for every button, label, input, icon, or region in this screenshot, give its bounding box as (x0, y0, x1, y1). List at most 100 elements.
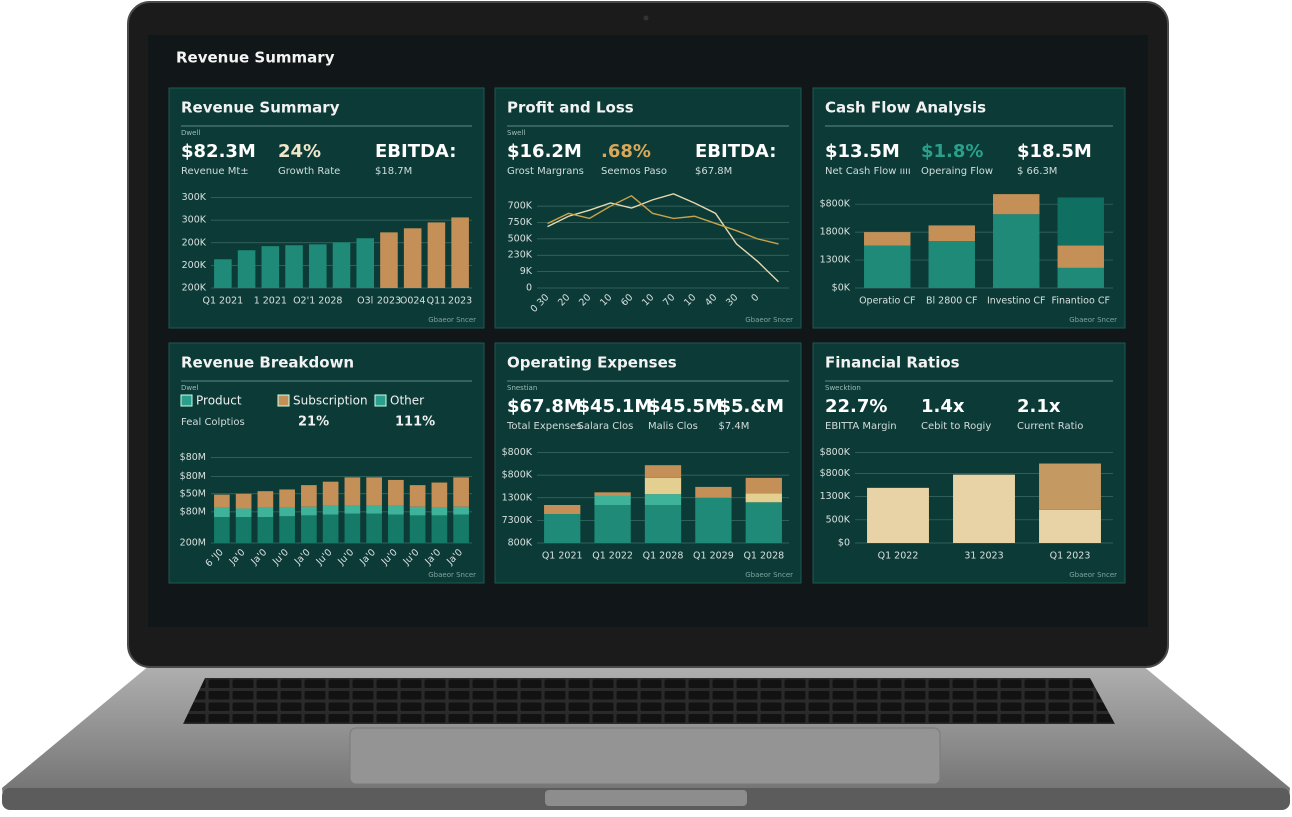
caption: Snestian (507, 384, 537, 392)
bar-segment (695, 486, 732, 498)
y-tick-label: 500K (826, 514, 851, 525)
y-tick-label: 230K (508, 250, 533, 261)
bar-segment (344, 477, 361, 506)
bar-segment (1039, 509, 1101, 543)
y-tick-label: $800K (820, 199, 851, 210)
x-tick-label: Investino CF (987, 296, 1046, 307)
dashboard-title: Revenue Summary (176, 49, 335, 67)
x-tick-label: Operatio CF (859, 296, 915, 307)
bar-segment (594, 495, 631, 505)
legend-swatch (374, 394, 387, 407)
panel-title: Profit and Loss (507, 99, 634, 117)
legend-name: Subscription (293, 394, 368, 408)
kpi-label: $67.8M (695, 166, 732, 177)
y-tick-label: 9K (520, 266, 533, 277)
bar-segment (1039, 463, 1101, 510)
bar-segment (745, 493, 782, 503)
bar-segment (279, 516, 295, 543)
y-tick-label: $80M (180, 452, 206, 463)
x-tick-label: 1 2021 (254, 296, 287, 307)
bar-segment (235, 508, 252, 518)
bar-segment (322, 481, 339, 506)
x-tick-label: 2023 (448, 296, 472, 307)
line (547, 193, 779, 283)
x-tick-label: O2'1 2028 (293, 296, 342, 307)
bar-segment (644, 505, 682, 543)
kpi-label: Salara Clos (578, 421, 634, 432)
bar-segment (409, 485, 426, 507)
legend-swatch (277, 394, 290, 407)
panel-title: Operating Expenses (507, 354, 677, 372)
bar-segment (745, 477, 782, 494)
bar (356, 238, 375, 288)
y-tick-label: 300K (182, 192, 207, 203)
y-tick-label: 200K (182, 260, 207, 271)
bar-segment (431, 482, 448, 508)
y-tick-label: 800K (508, 538, 533, 549)
bar-segment (388, 505, 404, 515)
bar-segment (279, 507, 295, 517)
bar-segment (544, 505, 581, 515)
bar (332, 242, 351, 288)
bar-segment (214, 507, 230, 518)
x-tick-label: Q1 2028 (643, 551, 684, 562)
bar-segment (366, 477, 382, 506)
bar-segment (928, 225, 975, 242)
x-tick-label: 31 2023 (964, 551, 1003, 562)
x-tick-label: Q1 2022 (592, 551, 633, 562)
legend-name: Product (196, 394, 242, 408)
bar-segment (388, 514, 404, 543)
bar-segment (544, 514, 581, 543)
footnote: Gbaeor Sncer (745, 316, 793, 324)
trackpad (349, 727, 941, 785)
bar-segment (953, 474, 1015, 543)
bar-segment (644, 494, 682, 505)
y-tick-label: $800K (502, 470, 533, 481)
y-tick-label: $0K (832, 283, 851, 294)
y-tick-label: $50M (180, 488, 206, 499)
kpi-value: $18.5M (1017, 141, 1092, 162)
bar-segment (409, 506, 426, 516)
kpi-value: $82.3M (181, 141, 256, 162)
bar-segment (409, 515, 426, 543)
bar-segment (695, 497, 732, 543)
base-notch (545, 790, 747, 806)
kpi-label: Operaing Flow (921, 166, 993, 177)
x-tick-label: O024 (400, 296, 426, 307)
kpi-value: EBITDA: (695, 141, 776, 162)
bar-segment (993, 194, 1040, 215)
bar-segment (594, 505, 631, 543)
bar-segment (928, 241, 975, 288)
bar-segment (257, 517, 274, 543)
x-tick-label: Q1 2023 (1050, 551, 1091, 562)
y-tick-label: 0 (526, 283, 532, 294)
legend-note: 21% (298, 415, 329, 430)
camera (643, 15, 649, 21)
bar-segment (301, 485, 317, 507)
bar-segment (431, 507, 448, 516)
kpi-label: Revenue Mt± (181, 166, 249, 177)
bar-segment (214, 517, 230, 543)
y-tick-label: $800K (820, 468, 851, 479)
bar-segment (453, 506, 469, 515)
kpi-label: $18.7M (375, 166, 412, 177)
footnote: Gbaeor Sncer (428, 316, 476, 324)
y-tick-label: $80M (180, 506, 206, 517)
kpi-value: $5.&M (719, 396, 785, 417)
bar-segment (453, 514, 469, 543)
x-tick-label: 2023 (377, 296, 401, 307)
bar-segment (301, 515, 317, 543)
kpi-value: $67.8M (507, 396, 582, 417)
bar (380, 232, 398, 288)
x-tick-label: Q1 2028 (743, 551, 784, 562)
legend-note: 111% (395, 415, 435, 430)
bar-segment (864, 232, 911, 246)
kpi-value: $1.8% (921, 141, 983, 162)
bar-segment (257, 507, 274, 518)
kpi-label: EBITTA Margin (825, 421, 897, 432)
kpi-value: $13.5M (825, 141, 900, 162)
y-tick-label: 200K (182, 283, 207, 294)
x-tick-label: Q1 2022 (878, 551, 919, 562)
x-tick-label: Q1 2029 (693, 551, 734, 562)
